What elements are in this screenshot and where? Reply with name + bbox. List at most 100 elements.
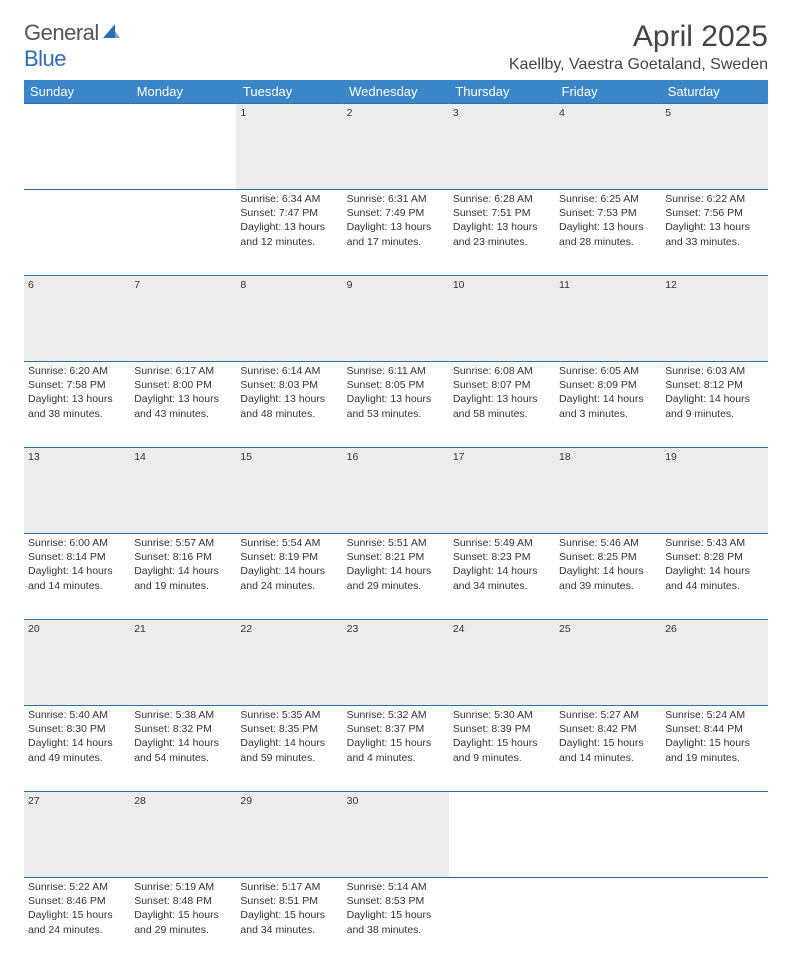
sunset-line: Sunset: 8:21 PM xyxy=(347,550,445,564)
daylight-line: Daylight: 15 hours and 29 minutes. xyxy=(134,908,232,936)
daylight-line: Daylight: 14 hours and 29 minutes. xyxy=(347,564,445,592)
day-number: 14 xyxy=(130,448,236,534)
daylight-line: Daylight: 15 hours and 24 minutes. xyxy=(28,908,126,936)
daylight-line: Daylight: 15 hours and 34 minutes. xyxy=(240,908,338,936)
weekday-header: Thursday xyxy=(449,80,555,104)
week-row: Sunrise: 6:00 AMSunset: 8:14 PMDaylight:… xyxy=(24,534,768,620)
sunrise-line: Sunrise: 5:51 AM xyxy=(347,536,445,550)
day-cell: Sunrise: 6:08 AMSunset: 8:07 PMDaylight:… xyxy=(449,362,555,448)
header: General Blue April 2025 Kaellby, Vaestra… xyxy=(24,20,768,74)
day-number: 24 xyxy=(449,620,555,706)
daylight-line: Daylight: 13 hours and 28 minutes. xyxy=(559,220,657,248)
sunrise-line: Sunrise: 6:25 AM xyxy=(559,192,657,206)
sunrise-line: Sunrise: 6:20 AM xyxy=(28,364,126,378)
week-row: Sunrise: 6:34 AMSunset: 7:47 PMDaylight:… xyxy=(24,190,768,276)
sunrise-line: Sunrise: 5:32 AM xyxy=(347,708,445,722)
daylight-line: Daylight: 14 hours and 54 minutes. xyxy=(134,736,232,764)
day-number: 1 xyxy=(236,104,342,190)
day-cell: Sunrise: 5:27 AMSunset: 8:42 PMDaylight:… xyxy=(555,706,661,792)
weekday-header: Sunday xyxy=(24,80,130,104)
weekday-header: Wednesday xyxy=(343,80,449,104)
sunrise-line: Sunrise: 6:03 AM xyxy=(665,364,763,378)
week-row: Sunrise: 5:40 AMSunset: 8:30 PMDaylight:… xyxy=(24,706,768,792)
day-number: 2 xyxy=(343,104,449,190)
day-cell xyxy=(555,878,661,964)
day-number: 13 xyxy=(24,448,130,534)
daylight-line: Daylight: 15 hours and 38 minutes. xyxy=(347,908,445,936)
sunset-line: Sunset: 8:12 PM xyxy=(665,378,763,392)
weekday-header: Saturday xyxy=(661,80,767,104)
day-number: 30 xyxy=(343,792,449,878)
sunset-line: Sunset: 8:51 PM xyxy=(240,894,338,908)
weekday-header: Monday xyxy=(130,80,236,104)
weekday-header: Friday xyxy=(555,80,661,104)
day-cell: Sunrise: 5:30 AMSunset: 8:39 PMDaylight:… xyxy=(449,706,555,792)
sunrise-line: Sunrise: 5:30 AM xyxy=(453,708,551,722)
sunset-line: Sunset: 7:53 PM xyxy=(559,206,657,220)
daylight-line: Daylight: 14 hours and 3 minutes. xyxy=(559,392,657,420)
title-block: April 2025 Kaellby, Vaestra Goetaland, S… xyxy=(509,20,768,74)
daynum-row: 13141516171819 xyxy=(24,448,768,534)
daylight-line: Daylight: 13 hours and 17 minutes. xyxy=(347,220,445,248)
week-row: Sunrise: 5:22 AMSunset: 8:46 PMDaylight:… xyxy=(24,878,768,964)
sunrise-line: Sunrise: 6:14 AM xyxy=(240,364,338,378)
daylight-line: Daylight: 14 hours and 34 minutes. xyxy=(453,564,551,592)
weekday-header-row: SundayMondayTuesdayWednesdayThursdayFrid… xyxy=(24,80,768,104)
sunrise-line: Sunrise: 6:34 AM xyxy=(240,192,338,206)
day-cell xyxy=(130,190,236,276)
daylight-line: Daylight: 15 hours and 19 minutes. xyxy=(665,736,763,764)
day-cell: Sunrise: 6:14 AMSunset: 8:03 PMDaylight:… xyxy=(236,362,342,448)
day-number: 26 xyxy=(661,620,767,706)
day-cell: Sunrise: 6:22 AMSunset: 7:56 PMDaylight:… xyxy=(661,190,767,276)
weekday-header: Tuesday xyxy=(236,80,342,104)
day-number xyxy=(449,792,555,878)
sunrise-line: Sunrise: 5:40 AM xyxy=(28,708,126,722)
daylight-line: Daylight: 15 hours and 4 minutes. xyxy=(347,736,445,764)
week-row: Sunrise: 6:20 AMSunset: 7:58 PMDaylight:… xyxy=(24,362,768,448)
day-number: 21 xyxy=(130,620,236,706)
daylight-line: Daylight: 14 hours and 44 minutes. xyxy=(665,564,763,592)
daynum-row: 12345 xyxy=(24,104,768,190)
day-cell xyxy=(24,190,130,276)
daylight-line: Daylight: 13 hours and 53 minutes. xyxy=(347,392,445,420)
day-number: 29 xyxy=(236,792,342,878)
sunset-line: Sunset: 8:09 PM xyxy=(559,378,657,392)
daylight-line: Daylight: 14 hours and 49 minutes. xyxy=(28,736,126,764)
day-cell: Sunrise: 5:38 AMSunset: 8:32 PMDaylight:… xyxy=(130,706,236,792)
month-title: April 2025 xyxy=(509,20,768,54)
sunset-line: Sunset: 8:37 PM xyxy=(347,722,445,736)
sunrise-line: Sunrise: 5:46 AM xyxy=(559,536,657,550)
sunset-line: Sunset: 8:48 PM xyxy=(134,894,232,908)
sunrise-line: Sunrise: 6:17 AM xyxy=(134,364,232,378)
daylight-line: Daylight: 13 hours and 38 minutes. xyxy=(28,392,126,420)
sunset-line: Sunset: 8:46 PM xyxy=(28,894,126,908)
day-number xyxy=(661,792,767,878)
brand-name: General Blue xyxy=(24,20,121,72)
sunset-line: Sunset: 7:49 PM xyxy=(347,206,445,220)
sunset-line: Sunset: 7:56 PM xyxy=(665,206,763,220)
day-cell: Sunrise: 5:49 AMSunset: 8:23 PMDaylight:… xyxy=(449,534,555,620)
sunset-line: Sunset: 8:42 PM xyxy=(559,722,657,736)
sunset-line: Sunset: 8:19 PM xyxy=(240,550,338,564)
daylight-line: Daylight: 13 hours and 43 minutes. xyxy=(134,392,232,420)
day-number: 25 xyxy=(555,620,661,706)
day-number: 8 xyxy=(236,276,342,362)
day-number: 6 xyxy=(24,276,130,362)
day-cell: Sunrise: 5:35 AMSunset: 8:35 PMDaylight:… xyxy=(236,706,342,792)
day-cell: Sunrise: 5:51 AMSunset: 8:21 PMDaylight:… xyxy=(343,534,449,620)
day-cell: Sunrise: 5:22 AMSunset: 8:46 PMDaylight:… xyxy=(24,878,130,964)
daylight-line: Daylight: 14 hours and 39 minutes. xyxy=(559,564,657,592)
brand-logo: General Blue xyxy=(24,20,121,72)
day-cell: Sunrise: 6:11 AMSunset: 8:05 PMDaylight:… xyxy=(343,362,449,448)
sunset-line: Sunset: 8:35 PM xyxy=(240,722,338,736)
sunset-line: Sunset: 8:30 PM xyxy=(28,722,126,736)
day-cell: Sunrise: 5:24 AMSunset: 8:44 PMDaylight:… xyxy=(661,706,767,792)
sunrise-line: Sunrise: 5:57 AM xyxy=(134,536,232,550)
sunset-line: Sunset: 7:51 PM xyxy=(453,206,551,220)
sunrise-line: Sunrise: 5:17 AM xyxy=(240,880,338,894)
day-number: 3 xyxy=(449,104,555,190)
sunset-line: Sunset: 7:58 PM xyxy=(28,378,126,392)
day-number: 22 xyxy=(236,620,342,706)
day-cell: Sunrise: 6:31 AMSunset: 7:49 PMDaylight:… xyxy=(343,190,449,276)
day-number: 28 xyxy=(130,792,236,878)
